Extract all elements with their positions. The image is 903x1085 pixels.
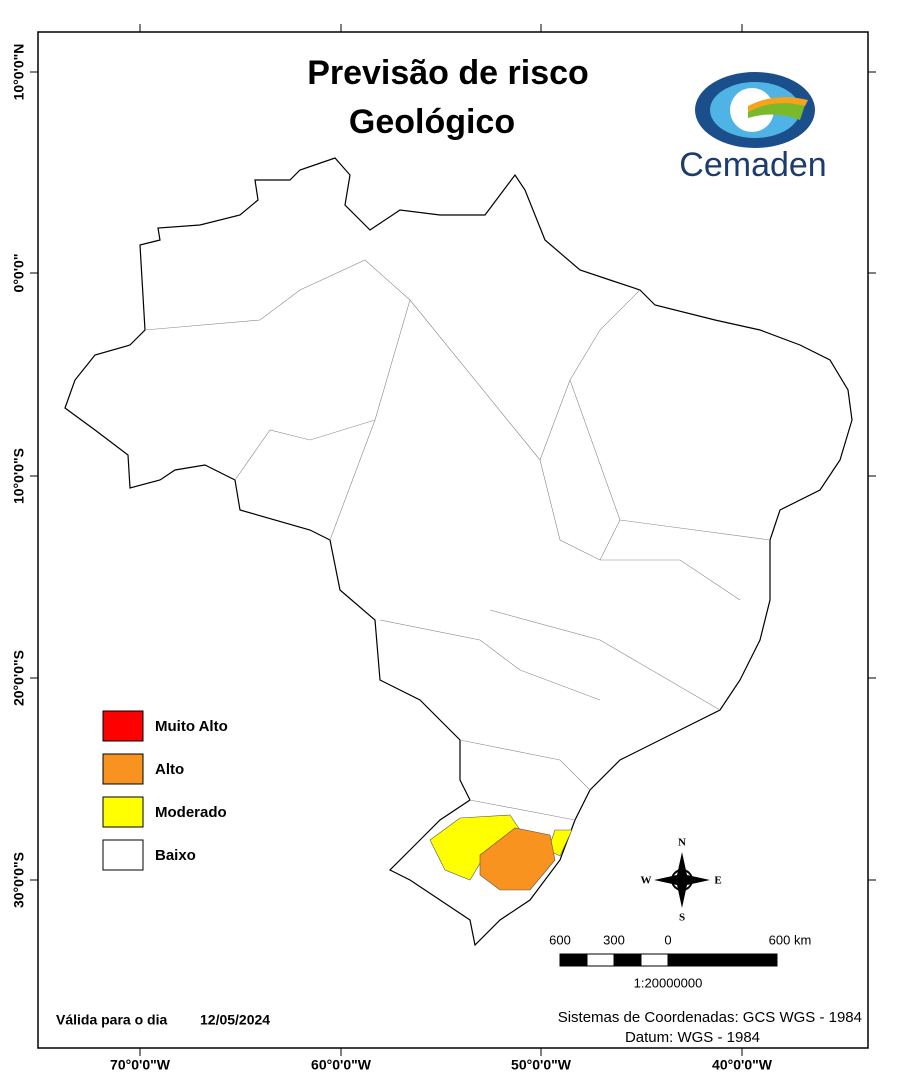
lon-label: 50°0'0"W	[511, 1057, 572, 1073]
compass-ring	[671, 869, 693, 891]
legend-label: Moderado	[155, 804, 227, 821]
compass-rose	[654, 852, 710, 908]
compass-s: S	[679, 912, 685, 924]
compass-w: W	[641, 875, 652, 887]
legend: Muito Alto Alto Moderado Baixo	[102, 710, 228, 871]
legend-label: Muito Alto	[155, 718, 228, 735]
scale-segment	[559, 953, 588, 967]
coordinate-system: Sistemas de Coordenadas: GCS WGS - 1984	[558, 1009, 862, 1026]
lat-label: 30°0'0"S	[11, 852, 27, 908]
compass-n: N	[678, 837, 686, 849]
scale-segment	[640, 953, 669, 967]
lon-label: 40°0'0"W	[712, 1057, 773, 1073]
scale-ratio: 1:20000000	[634, 975, 703, 990]
lat-label: 10°0'0"S	[11, 448, 27, 504]
lon-label: 70°0'0"W	[110, 1057, 171, 1073]
scale-label: 600	[549, 932, 571, 947]
title-line: Previsão de risco	[307, 54, 589, 92]
compass: N S E W	[641, 837, 722, 924]
scale-label: 300	[603, 932, 625, 947]
state-borders	[144, 259, 771, 821]
logo-band	[748, 97, 808, 112]
scale-segment	[667, 953, 778, 967]
legend-swatch	[102, 753, 144, 785]
scale-label: 0	[664, 932, 671, 947]
scale-segment	[613, 953, 642, 967]
legend-label: Baixo	[155, 847, 196, 864]
lat-label: 20°0'0"S	[11, 650, 27, 706]
logo: Cemaden	[679, 72, 827, 184]
lon-label: 60°0'0"W	[311, 1057, 372, 1073]
datum: Datum: WGS - 1984	[625, 1029, 760, 1046]
legend-swatch	[102, 796, 144, 828]
risk-area	[479, 827, 556, 891]
logo-text: Cemaden	[679, 146, 826, 184]
valid-date: 12/05/2024	[200, 1012, 270, 1028]
scale-segment	[586, 953, 615, 967]
graticule-ticks: 10°0'0"N 0°0'0" 10°0'0"S 20°0'0"S 30°0'0"S 70…	[11, 24, 876, 1073]
legend-swatch	[102, 710, 144, 742]
legend-swatch	[102, 839, 144, 871]
compass-e: E	[714, 875, 721, 887]
lat-label: 0°0'0"	[11, 254, 27, 293]
title-line: Geológico	[349, 103, 515, 141]
scale-label: 600 km	[769, 932, 812, 947]
risk-areas	[429, 814, 573, 891]
legend-label: Alto	[155, 761, 184, 778]
lat-label: 10°0'0"N	[11, 44, 27, 101]
scale-bar: 600 300 0 600 km	[549, 932, 812, 967]
valid-label: Válida para o dia	[56, 1012, 167, 1028]
